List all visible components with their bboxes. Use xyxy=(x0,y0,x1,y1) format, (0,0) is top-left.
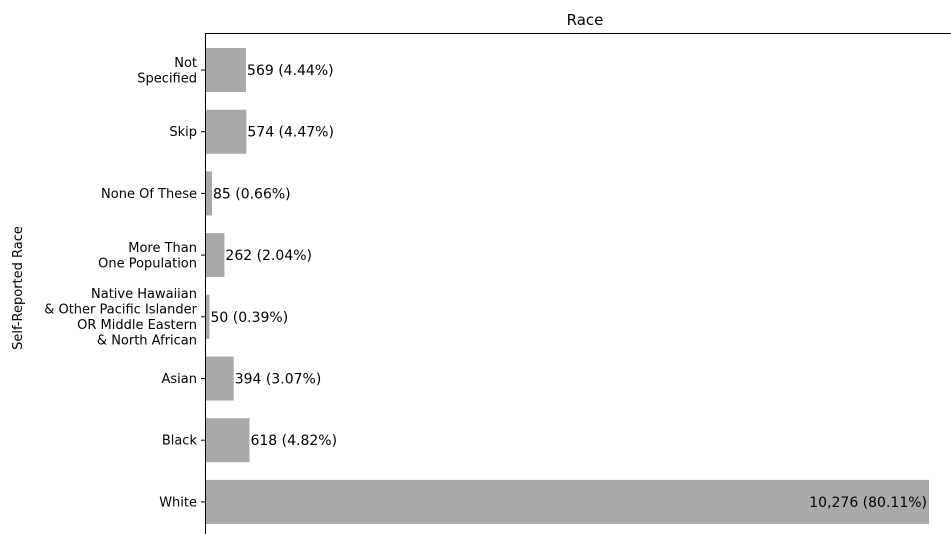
data-label: 618 (4.82%) xyxy=(250,433,337,449)
y-tick-label: Native Hawaiian & Other Pacific Islander O… xyxy=(44,287,197,349)
data-label: 262 (2.04%) xyxy=(225,248,312,264)
y-tick-label: More Than One Population xyxy=(98,241,197,272)
axes-frame xyxy=(205,33,951,534)
y-tick-label: White xyxy=(159,495,197,510)
bars-layer xyxy=(206,48,929,524)
y-ticks-layer: Not Specified Skip None Of These More Than On… xyxy=(44,56,206,510)
data-label: 85 (0.66%) xyxy=(213,186,291,202)
data-labels-layer: 569 (4.44%) 574 (4.47%) 85 (0.66%) 262 (2.0… xyxy=(211,63,927,511)
data-label: 394 (3.07%) xyxy=(235,372,322,388)
y-tick-label: Black xyxy=(162,434,198,449)
bar xyxy=(206,356,234,401)
y-tick-label: Skip xyxy=(169,125,197,140)
bar xyxy=(206,294,210,339)
y-axis-label: Self-Reported Race xyxy=(11,226,26,350)
y-tick-label: None Of These xyxy=(101,187,197,202)
bar xyxy=(206,479,929,524)
bar xyxy=(206,233,225,278)
y-tick-label: Not Specified xyxy=(137,56,197,87)
bar xyxy=(206,48,247,92)
data-label: 10,276 (80.11%) xyxy=(809,495,927,511)
bar xyxy=(206,109,247,154)
chart-title: Race xyxy=(567,11,604,29)
bar xyxy=(206,418,250,463)
data-label: 50 (0.39%) xyxy=(211,310,289,326)
y-tick-label: Asian xyxy=(162,372,197,387)
data-label: 569 (4.44%) xyxy=(247,63,334,79)
data-label: 574 (4.47%) xyxy=(247,125,334,141)
bar xyxy=(206,171,212,216)
